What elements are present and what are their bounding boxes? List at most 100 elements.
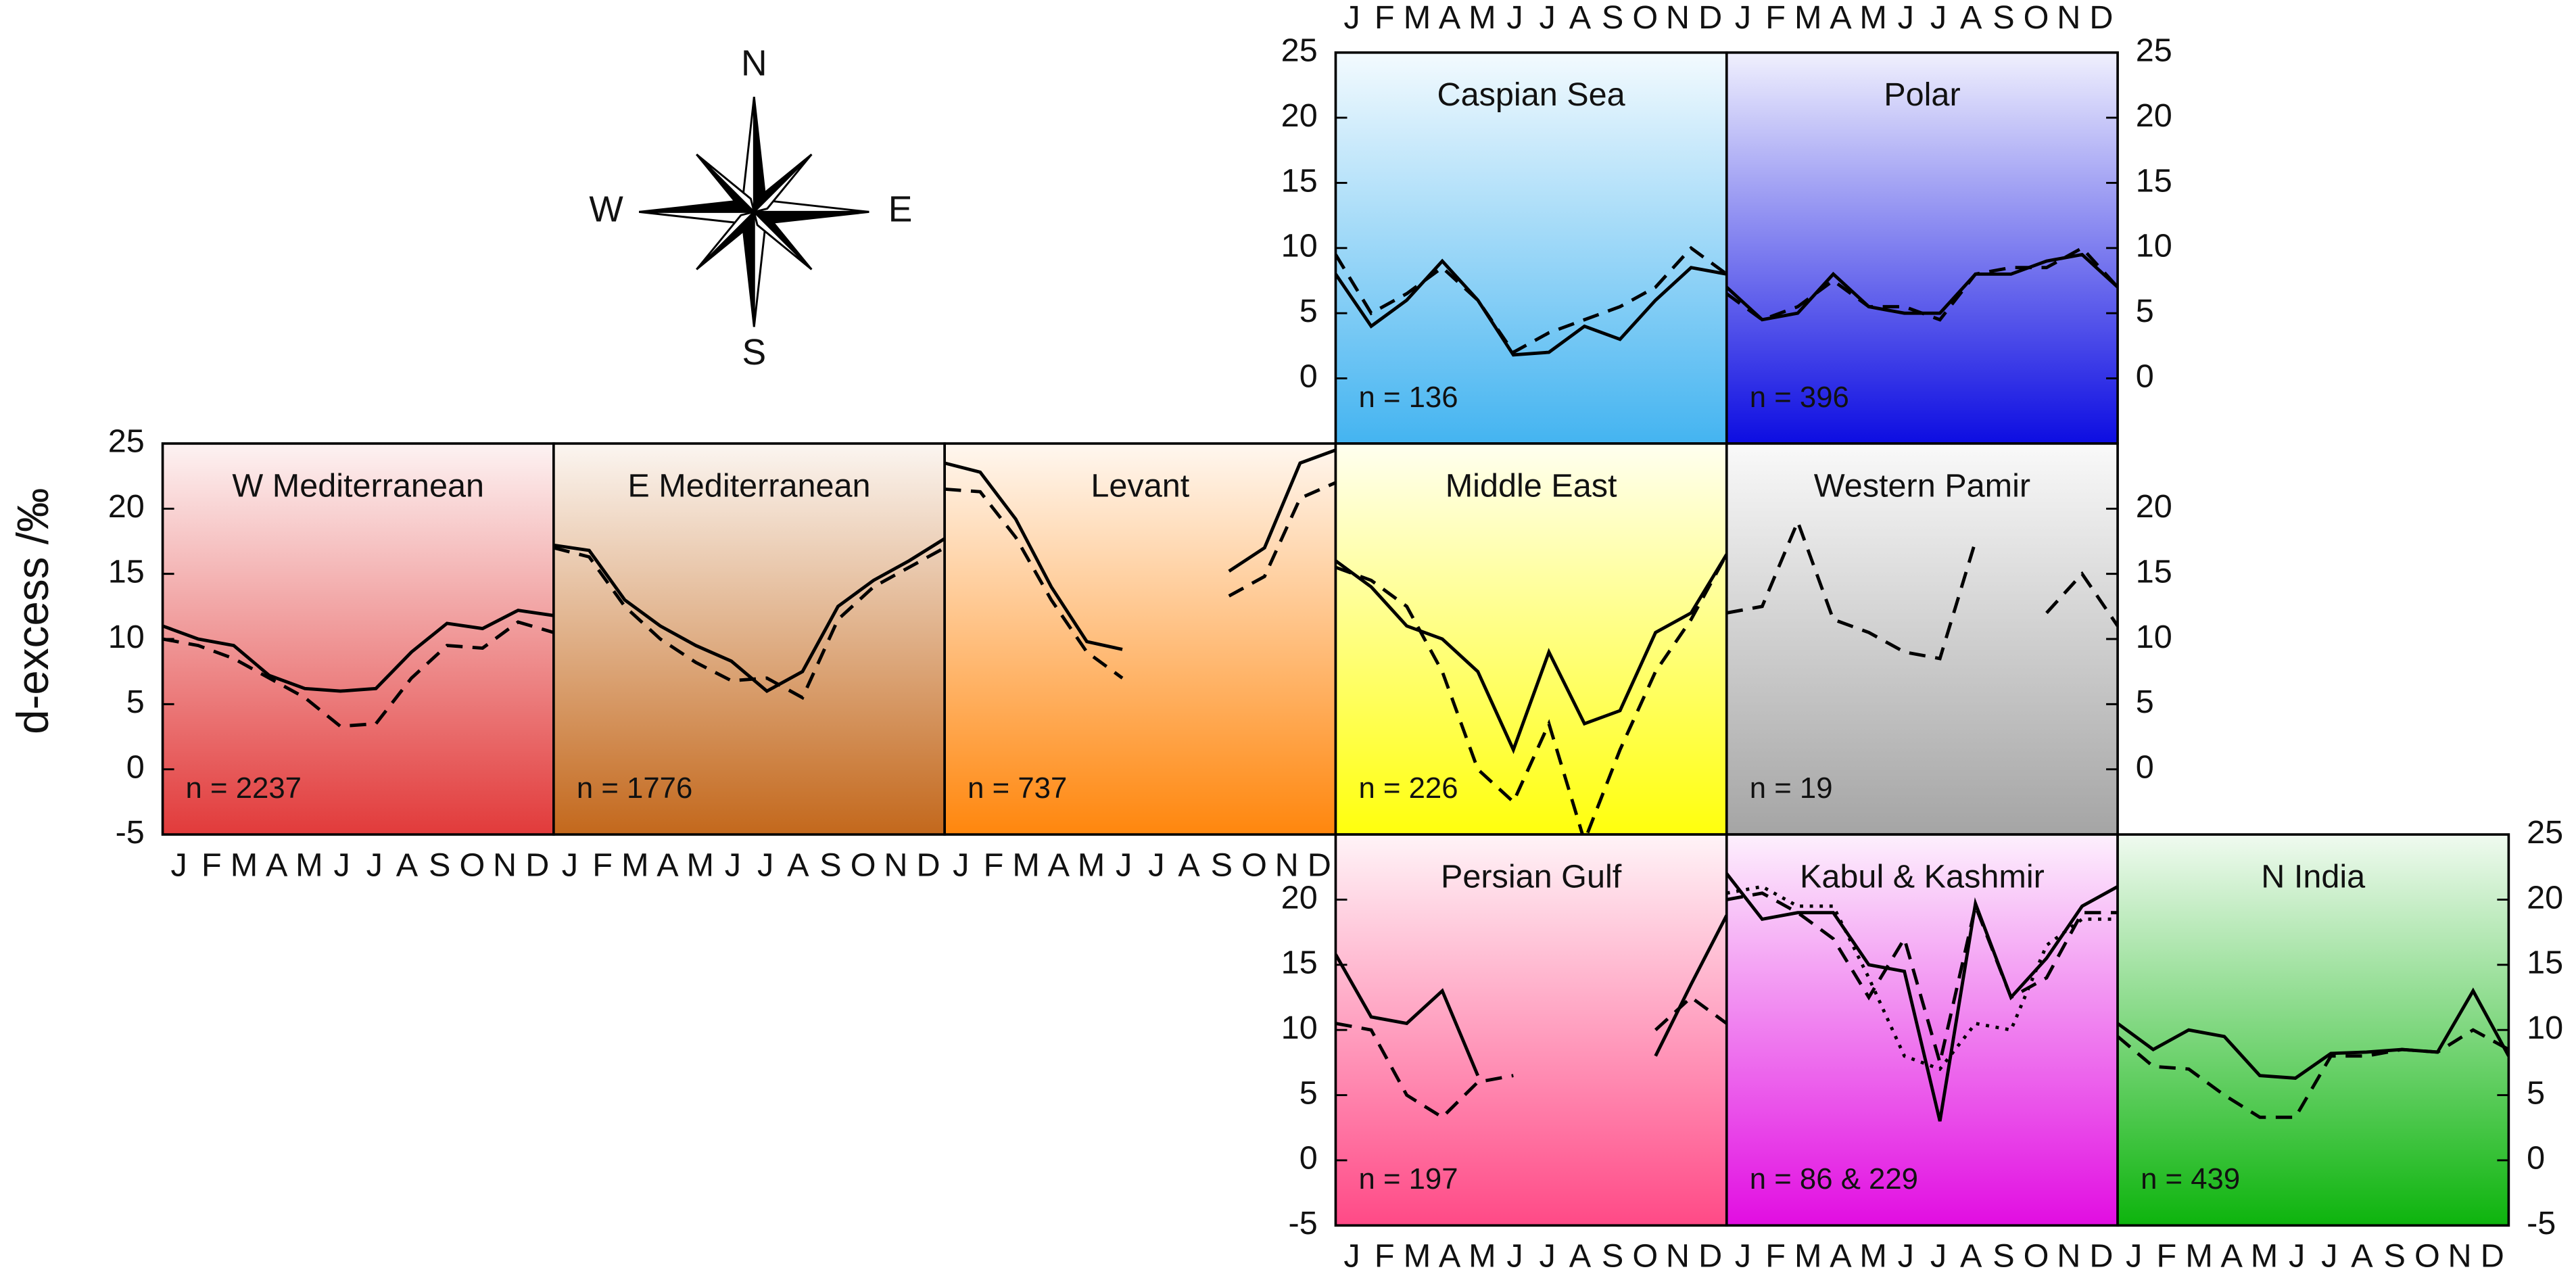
y-tick-label: 20 [2136, 488, 2172, 525]
x-tick-label: F [201, 847, 222, 884]
x-tick-label: M [686, 847, 713, 884]
y-tick-label: 20 [2136, 97, 2172, 134]
panel-fill [1726, 443, 2118, 835]
x-tick-label: J [1540, 0, 1556, 36]
panel-title: Polar [1884, 76, 1960, 113]
panel-fill [2118, 834, 2509, 1226]
sample-size: n = 737 [968, 772, 1067, 805]
y-tick-label: 10 [2527, 1010, 2563, 1046]
sample-size: n = 1776 [577, 772, 692, 805]
x-tick-label: J [953, 847, 969, 884]
x-tick-label: F [1765, 1238, 1786, 1275]
data-line [1726, 872, 2118, 1122]
x-tick-label: O [1241, 847, 1267, 884]
compass-point [750, 153, 813, 214]
y-tick-label: 25 [2136, 32, 2172, 69]
x-tick-label: A [1439, 1238, 1461, 1275]
x-tick-label: M [2251, 1238, 2278, 1275]
x-tick-label: J [2321, 1238, 2337, 1275]
y-tick-label: 5 [1299, 1074, 1318, 1111]
data-line [945, 448, 1336, 651]
x-tick-label: N [493, 847, 517, 884]
y-tick-label: 20 [108, 488, 145, 525]
data-line [1335, 914, 1727, 1076]
x-tick-label: J [1116, 847, 1132, 884]
x-tick-label: M [1078, 847, 1105, 884]
panel-fill [1335, 52, 1727, 444]
panel-title: Middle East [1446, 467, 1617, 504]
x-tick-label: F [984, 847, 1004, 884]
panel-title: W Mediterranean [232, 467, 484, 504]
data-line [2118, 1028, 2509, 1119]
x-tick-label: O [1632, 1238, 1658, 1275]
compass-point [696, 210, 758, 270]
panel-title: Levant [1091, 467, 1189, 504]
y-tick-label: 5 [2136, 684, 2154, 720]
compass-label: W [589, 190, 623, 230]
data-line [1726, 884, 2118, 1071]
y-tick-label: 5 [126, 684, 145, 720]
data-line [553, 546, 945, 701]
y-tick-label: -5 [2527, 1205, 2556, 1241]
compass-rose [639, 97, 869, 327]
y-tick-label: 5 [2527, 1074, 2545, 1111]
sample-size: n = 197 [1358, 1162, 1458, 1196]
x-tick-label: M [295, 847, 323, 884]
x-tick-label: N [884, 847, 907, 884]
compass-label: N [741, 43, 767, 83]
y-tick-label: 25 [1281, 32, 1318, 69]
y-tick-label: 20 [1281, 879, 1318, 916]
x-tick-label: J [171, 847, 187, 884]
y-tick-label: 20 [2527, 879, 2563, 916]
x-tick-label: J [366, 847, 383, 884]
x-tick-label: J [1930, 0, 1947, 36]
compass-label: E [888, 190, 913, 230]
data-line [162, 609, 554, 693]
x-tick-label: J [333, 847, 350, 884]
panel-title: E Mediterranean [627, 467, 870, 504]
y-tick-label: 10 [2136, 228, 2172, 264]
panel-fill [1335, 834, 1727, 1226]
x-tick-label: M [1794, 0, 1821, 36]
y-tick-label: 25 [108, 423, 145, 460]
x-tick-label: S [429, 847, 450, 884]
x-tick-label: J [1148, 847, 1164, 884]
data-line [1726, 891, 2118, 1064]
data-line [1335, 553, 1727, 835]
x-tick-label: D [2481, 1238, 2504, 1275]
y-tick-label: -5 [1289, 1205, 1318, 1241]
x-tick-label: S [819, 847, 841, 884]
y-tick-label: 0 [2527, 1140, 2545, 1177]
sample-size: n = 86 & 229 [1750, 1162, 1918, 1196]
x-tick-label: A [2351, 1238, 2373, 1275]
x-tick-label: A [2221, 1238, 2243, 1275]
x-tick-label: N [1666, 1238, 1690, 1275]
compass-label: S [742, 333, 766, 373]
x-tick-label: M [231, 847, 258, 884]
sample-size: n = 19 [1750, 772, 1833, 805]
sample-size: n = 396 [1750, 381, 1849, 414]
x-tick-label: J [1898, 1238, 1914, 1275]
y-axis-label: d-excess /‰ [8, 488, 57, 734]
data-line [1335, 995, 1727, 1120]
data-line [1335, 553, 1727, 755]
x-tick-label: A [1569, 0, 1592, 36]
y-tick-label: 0 [126, 749, 145, 786]
compass-point [752, 208, 813, 270]
x-tick-label: J [757, 847, 773, 884]
x-tick-label: D [1698, 1238, 1722, 1275]
x-tick-label: D [525, 847, 549, 884]
x-tick-label: M [1012, 847, 1039, 884]
x-tick-label: J [1898, 0, 1914, 36]
x-tick-label: M [1794, 1238, 1821, 1275]
data-line [1335, 258, 1727, 357]
data-line [162, 620, 554, 728]
x-tick-label: J [2126, 1238, 2142, 1275]
panel-fill [1726, 834, 2118, 1226]
sample-size: n = 439 [2141, 1162, 2240, 1196]
y-tick-label: 20 [1281, 97, 1318, 134]
y-tick-label: 15 [2136, 162, 2172, 199]
compass-point [696, 153, 756, 216]
x-tick-label: A [1830, 1238, 1852, 1275]
